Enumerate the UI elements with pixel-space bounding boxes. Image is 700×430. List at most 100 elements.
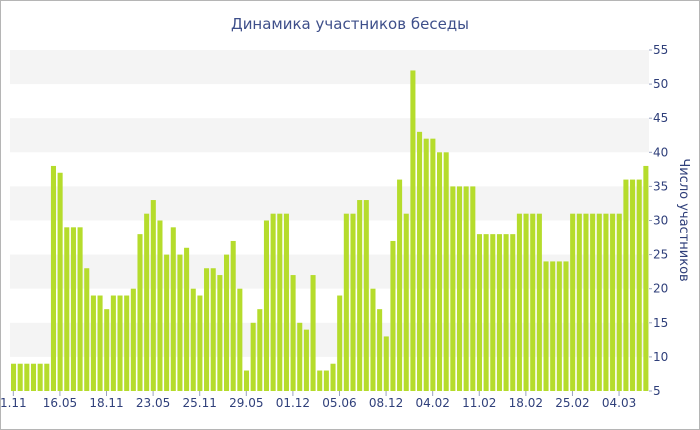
- bar: [476, 234, 482, 391]
- bar: [590, 213, 596, 391]
- bar: [510, 234, 516, 391]
- bar: [184, 247, 190, 391]
- bar: [190, 288, 196, 391]
- x-tick-label: 05.06: [322, 396, 356, 410]
- bar: [516, 213, 522, 391]
- bar: [423, 138, 429, 391]
- bar: [550, 261, 556, 391]
- bar: [130, 288, 136, 391]
- grid-bands: [10, 50, 649, 357]
- bar: [350, 213, 356, 391]
- grid-band: [10, 254, 649, 289]
- bar: [570, 213, 576, 391]
- bar: [630, 179, 636, 391]
- y-tick-label: 40: [653, 145, 668, 159]
- y-tick-label: 55: [653, 43, 668, 57]
- bar: [30, 363, 37, 391]
- bar-series: [11, 70, 649, 392]
- bar: [576, 213, 582, 391]
- bar: [536, 213, 542, 391]
- bar: [636, 179, 642, 391]
- y-tick-label: 30: [653, 214, 668, 228]
- bar: [170, 227, 176, 391]
- bar: [410, 70, 416, 392]
- bar: [357, 200, 363, 391]
- bar: [616, 213, 622, 391]
- y-tick-label: 45: [653, 111, 668, 125]
- bar: [397, 179, 403, 391]
- x-tick-label: 16.05: [43, 396, 77, 410]
- x-tick-label: 11.02: [462, 396, 496, 410]
- y-axis-label: Число участников: [676, 158, 691, 281]
- bar: [124, 295, 130, 391]
- bar: [164, 254, 170, 391]
- bar: [463, 186, 469, 391]
- bar: [643, 165, 649, 391]
- bar: [297, 322, 303, 391]
- y-tick-label: 5: [653, 384, 661, 398]
- bar: [503, 234, 509, 391]
- bar: [623, 179, 629, 391]
- bar: [204, 268, 210, 391]
- bar: [490, 234, 496, 391]
- bar: [456, 186, 463, 391]
- bar: [257, 309, 263, 391]
- bar: [610, 213, 616, 391]
- chart-title: Динамика участников беседы: [231, 15, 469, 33]
- bar: [543, 261, 549, 391]
- y-tick-label: 50: [653, 77, 668, 91]
- bar: [237, 288, 243, 391]
- bar: [290, 275, 296, 391]
- bar: [596, 213, 602, 391]
- bar: [250, 322, 256, 391]
- x-tick-label: 1.11: [0, 396, 27, 410]
- bar: [403, 213, 409, 391]
- grid-band: [10, 118, 649, 153]
- bar: [217, 275, 223, 391]
- x-tick-label: 23.05: [136, 396, 170, 410]
- bar: [377, 309, 383, 391]
- x-tick-label: 04.03: [602, 396, 636, 410]
- x-tick-label: 01.12: [276, 396, 310, 410]
- bar: [603, 213, 609, 391]
- bar: [84, 268, 90, 391]
- bar: [383, 336, 389, 391]
- bar: [57, 172, 63, 391]
- bar: [470, 186, 476, 391]
- x-tick-label: 25.11: [183, 396, 217, 410]
- y-tick-label: 20: [653, 282, 668, 296]
- bar: [496, 234, 502, 391]
- y-tick-label: 10: [653, 350, 668, 364]
- x-tick-label: 08.12: [369, 396, 403, 410]
- bar: [450, 186, 456, 391]
- bar: [110, 295, 116, 391]
- bar: [317, 370, 323, 391]
- bar: [157, 220, 163, 391]
- bar: [44, 363, 50, 391]
- bar: [483, 234, 489, 391]
- bar: [177, 254, 183, 391]
- bar: [303, 329, 309, 391]
- y-tick-label: 25: [653, 248, 668, 262]
- bar: [150, 200, 156, 391]
- bar: [437, 152, 443, 391]
- bar: [210, 268, 216, 391]
- bar: [337, 295, 343, 391]
- grid-band: [10, 50, 649, 85]
- x-tick-label: 25.02: [555, 396, 589, 410]
- bar: [323, 370, 329, 391]
- bar: [137, 234, 143, 391]
- bar: [283, 213, 289, 391]
- bar: [330, 363, 336, 391]
- bar: [530, 213, 536, 391]
- bar: [583, 213, 589, 391]
- y-axis-ticks: 5 10 15 20 25 30 35 40 45 50 55: [649, 43, 668, 398]
- bar: [37, 363, 43, 391]
- x-tick-label: 29.05: [229, 396, 263, 410]
- bar: [77, 227, 83, 391]
- bar: [310, 275, 316, 391]
- bar: [270, 213, 276, 391]
- bar: [243, 370, 250, 391]
- bar: [197, 295, 203, 391]
